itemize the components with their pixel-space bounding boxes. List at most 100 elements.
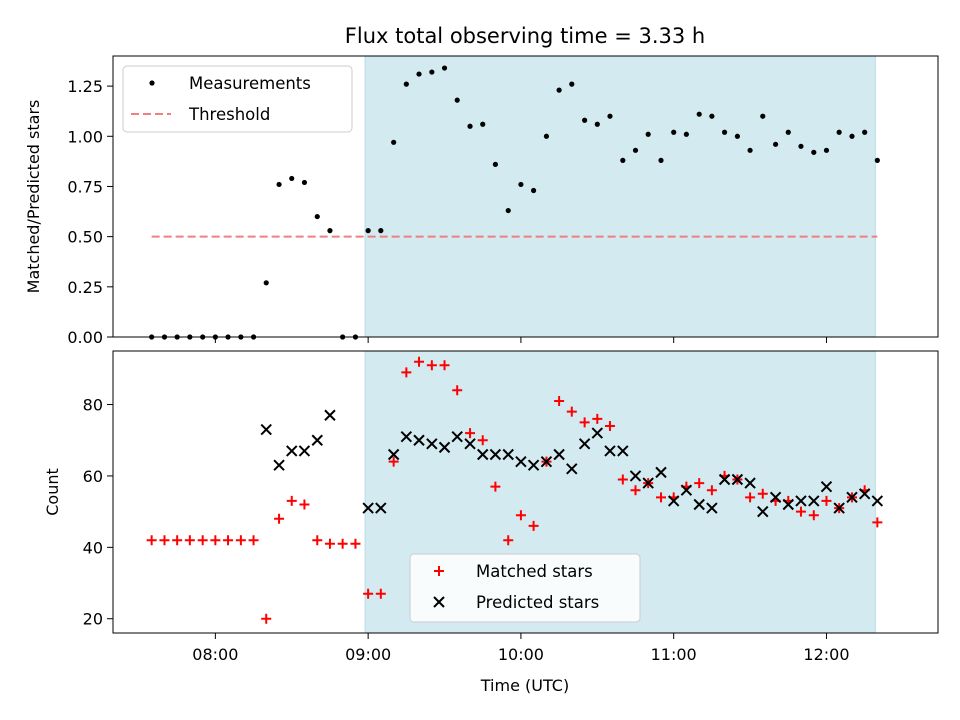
matched-star-point <box>261 613 272 624</box>
matched-star-point <box>426 360 437 371</box>
measurement-point <box>709 113 715 119</box>
predicted-star-point <box>527 459 540 471</box>
predicted-star-point <box>731 473 744 486</box>
predicted-star-point <box>820 480 833 493</box>
matched-star-point <box>439 360 450 371</box>
matched-star-point <box>363 588 374 599</box>
measurement-point <box>314 213 320 220</box>
predicted-star-point <box>769 491 782 504</box>
matched-star-point <box>477 435 488 446</box>
y-tick-label: 1.25 <box>67 77 103 96</box>
predicted-star-point <box>833 502 845 514</box>
predicted-star-point <box>540 455 553 468</box>
measurement-point <box>785 129 791 135</box>
measurement-point <box>441 65 448 71</box>
matched-star-point <box>414 356 425 367</box>
predicted-star-point <box>629 470 642 482</box>
matched-star-point <box>248 535 259 546</box>
measurement-point <box>543 133 550 139</box>
matched-star-point <box>299 499 310 510</box>
legend: Matched stars Predicted stars <box>409 553 641 623</box>
y-tick-label: 0.25 <box>67 278 103 297</box>
matched-star-point <box>566 406 577 417</box>
measurement-point <box>747 147 753 153</box>
matched-star-point <box>630 485 641 496</box>
measurement-point <box>429 69 435 75</box>
predicted-star-point <box>782 498 794 511</box>
predicted-star-point <box>655 466 667 479</box>
predicted-star-point <box>846 491 858 504</box>
predicted-star-point <box>311 434 323 446</box>
measurement-point <box>849 133 855 139</box>
measurement-point <box>467 123 473 129</box>
predicted-star-point <box>617 445 629 457</box>
measurement-point <box>760 113 766 119</box>
matched-star-point <box>286 495 297 506</box>
matched-star-point <box>694 478 705 489</box>
matched-star-point <box>350 538 361 549</box>
predicted-star-point <box>362 502 374 514</box>
matched-star-point <box>388 456 399 467</box>
legend-box <box>409 553 641 623</box>
matched-star-point <box>757 488 768 499</box>
matched-star-point <box>554 395 565 406</box>
predicted-star-point <box>858 488 871 500</box>
matched-star-point <box>745 492 756 503</box>
predicted-star-point <box>375 502 387 514</box>
legend-box <box>122 65 353 133</box>
matched-star-point <box>172 535 183 546</box>
measurement-point <box>327 228 333 234</box>
matched-star-point <box>146 535 157 546</box>
y-tick-label: 80 <box>83 396 103 415</box>
measurement-point <box>416 71 422 77</box>
measurement-point <box>594 121 600 127</box>
predicted-star-point <box>744 477 756 489</box>
measurement-point <box>556 87 562 93</box>
measurement-point <box>403 81 409 87</box>
predicted-star-point <box>667 495 680 507</box>
measurement-point <box>632 147 639 153</box>
matched-star-point <box>465 428 476 439</box>
matched-star-point <box>235 535 246 546</box>
matched-star-point <box>184 535 195 546</box>
matched-star-point <box>528 520 539 531</box>
y-tick-label: 0.75 <box>67 177 103 196</box>
x-tick-label: 08:00 <box>192 645 238 664</box>
legend: Measurements Threshold <box>122 65 353 133</box>
measurement-point <box>862 129 868 135</box>
measurement-point <box>569 81 575 87</box>
predicted-star-point <box>400 430 413 443</box>
legend-label: Threshold <box>188 105 270 124</box>
matched-star-point <box>579 417 590 428</box>
measurement-point <box>505 207 511 214</box>
predicted-star-point <box>591 427 604 439</box>
measurement-point <box>696 111 702 117</box>
measurement-point <box>289 175 295 182</box>
measurement-point <box>454 97 460 103</box>
predicted-star-point <box>387 448 400 461</box>
x-axis-label: Time (UTC) <box>480 676 569 695</box>
top-panel: 0.00 0.25 0.50 0.75 1.00 1.25 Matched/Predicte… <box>24 55 939 347</box>
chart-title: Flux total observing time = 3.33 h <box>345 24 705 48</box>
predicted-star-point <box>808 495 820 507</box>
measurement-point <box>811 149 817 155</box>
axes-frame <box>112 350 939 634</box>
measurement-point <box>734 133 741 139</box>
matched-star-point <box>515 510 526 521</box>
measurement-point <box>607 113 613 119</box>
measurement-point <box>645 131 651 137</box>
matched-star-point <box>452 385 463 396</box>
measurement-point <box>301 179 308 186</box>
matched-star-point <box>604 420 615 431</box>
measurement-point <box>620 157 626 163</box>
y-tick-label: 1.00 <box>67 127 103 146</box>
matched-star-point <box>274 513 285 524</box>
predicted-star-point <box>451 430 463 443</box>
matched-star-point <box>706 485 717 496</box>
legend-x-icon <box>433 596 445 608</box>
matched-star-point <box>312 535 323 546</box>
legend-label: Predicted stars <box>476 593 599 612</box>
measurement-point <box>530 187 537 194</box>
y-axis-label: Matched/Predicted stars <box>24 100 43 294</box>
predicted-star-point <box>604 445 616 457</box>
